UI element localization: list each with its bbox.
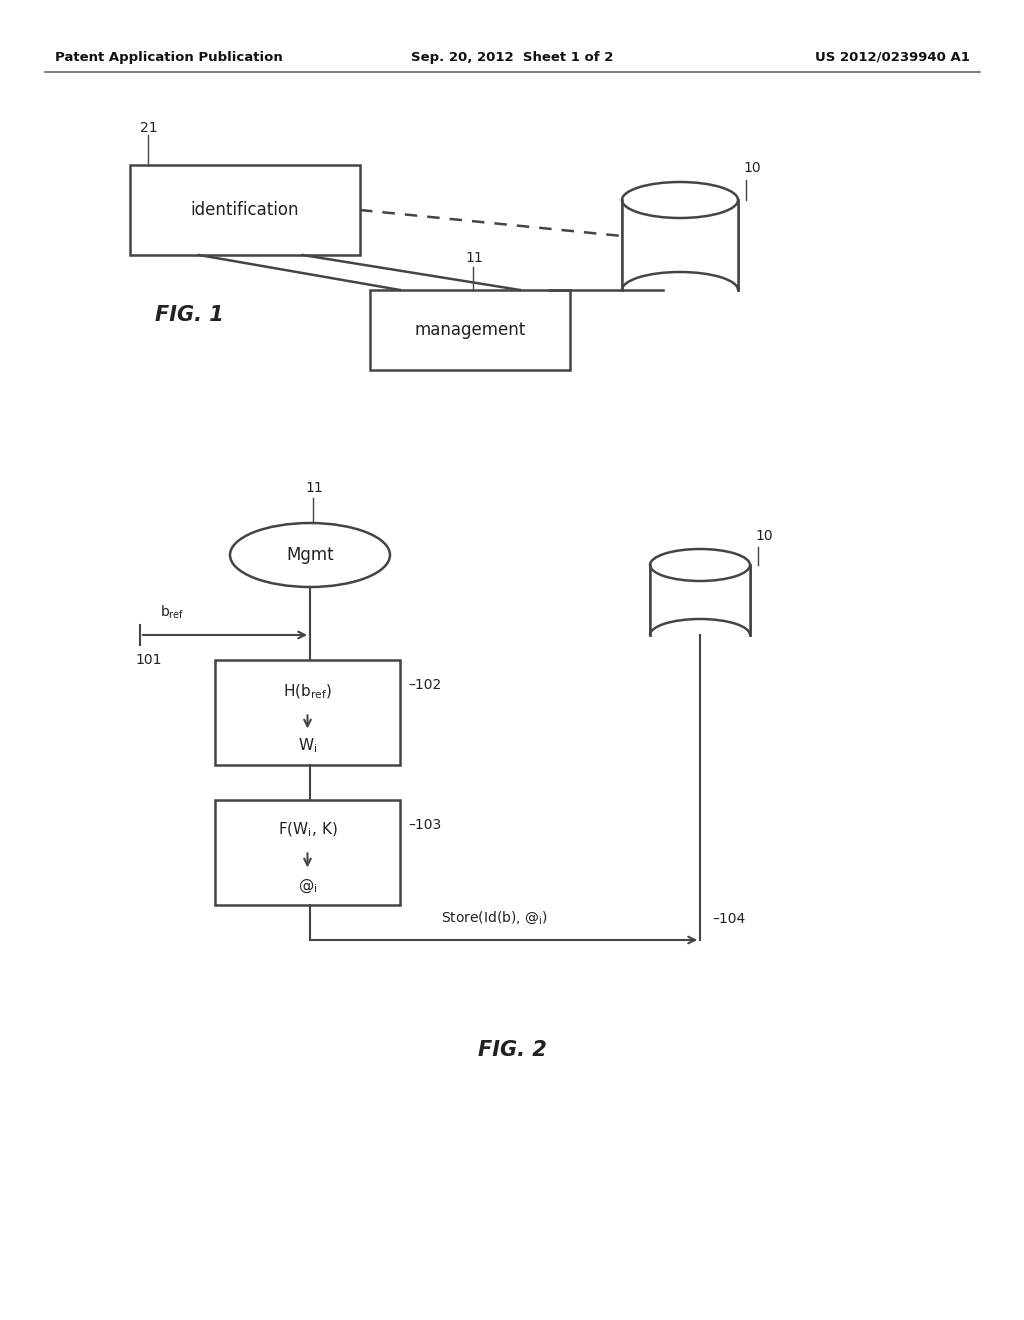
Text: US 2012/0239940 A1: US 2012/0239940 A1	[815, 50, 970, 63]
Text: FIG. 2: FIG. 2	[477, 1040, 547, 1060]
Text: @$_{\mathregular{i}}$: @$_{\mathregular{i}}$	[298, 876, 317, 895]
Text: 101: 101	[135, 653, 162, 667]
Text: FIG. 1: FIG. 1	[155, 305, 224, 325]
Text: Patent Application Publication: Patent Application Publication	[55, 50, 283, 63]
Text: –103: –103	[408, 818, 441, 832]
Text: W$_{\mathregular{i}}$: W$_{\mathregular{i}}$	[298, 737, 317, 755]
Text: F(W$_{\mathregular{i}}$, K): F(W$_{\mathregular{i}}$, K)	[278, 820, 337, 838]
Ellipse shape	[230, 523, 390, 587]
Bar	[130, 165, 360, 255]
Text: 11: 11	[305, 480, 323, 495]
Text: Store(Id(b), @$_{\mathregular{i}}$): Store(Id(b), @$_{\mathregular{i}}$)	[441, 909, 549, 927]
Text: 21: 21	[140, 121, 158, 135]
Bar	[650, 565, 750, 635]
Text: 11: 11	[465, 251, 482, 265]
Text: 10: 10	[755, 529, 773, 543]
Text: identification: identification	[190, 201, 299, 219]
Bar	[622, 201, 738, 290]
Text: H(b$_{\mathregular{ref}}$): H(b$_{\mathregular{ref}}$)	[283, 682, 332, 701]
Bar	[215, 660, 400, 766]
Text: 10: 10	[743, 161, 761, 176]
Text: Mgmt: Mgmt	[286, 546, 334, 564]
Ellipse shape	[622, 182, 738, 218]
Text: –104: –104	[712, 912, 745, 927]
Bar	[215, 800, 400, 906]
Text: –102: –102	[408, 678, 441, 692]
Ellipse shape	[650, 549, 750, 581]
Bar	[370, 290, 570, 370]
Text: Sep. 20, 2012  Sheet 1 of 2: Sep. 20, 2012 Sheet 1 of 2	[411, 50, 613, 63]
Text: management: management	[415, 321, 525, 339]
Text: b$_{\mathregular{ref}}$: b$_{\mathregular{ref}}$	[160, 603, 184, 620]
